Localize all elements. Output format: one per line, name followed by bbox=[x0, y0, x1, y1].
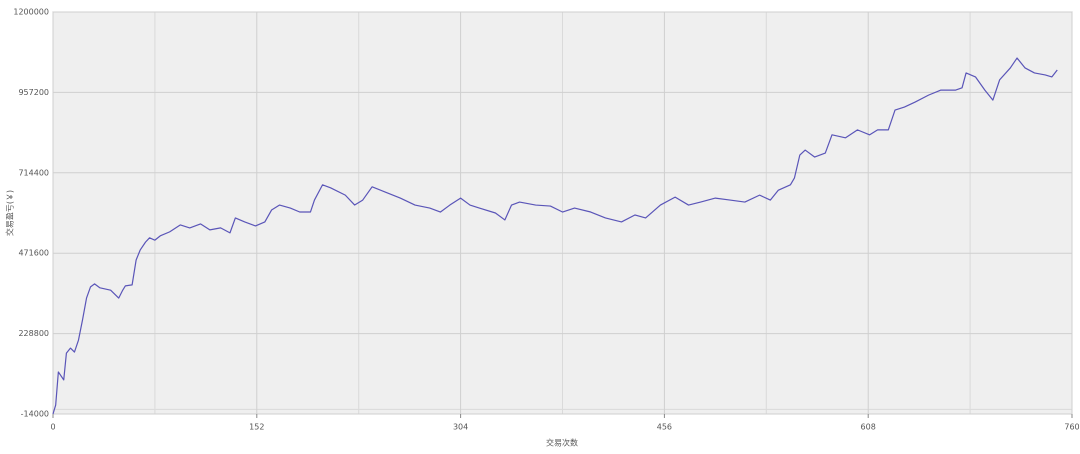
x-tick-label: 304 bbox=[453, 423, 468, 432]
x-axis-title: 交易次数 bbox=[546, 438, 578, 448]
data-line bbox=[52, 57, 1058, 415]
y-tick-label: 228800 bbox=[18, 329, 49, 338]
x-tick-label: 0 bbox=[50, 423, 55, 432]
x-tick-label: 760 bbox=[1064, 423, 1079, 432]
y-tick-label: 957200 bbox=[18, 88, 49, 97]
y-axis-title: 交易盈亏(￥) bbox=[5, 190, 15, 236]
y-tick-label: 714400 bbox=[18, 168, 49, 177]
y-tick-label: 471600 bbox=[18, 249, 49, 258]
x-tick-label: 456 bbox=[657, 423, 672, 432]
x-tick-label: 608 bbox=[861, 423, 876, 432]
y-tick-label: 1200000 bbox=[13, 8, 49, 17]
y-tick-label: -14000 bbox=[21, 410, 49, 419]
x-tick-label: 152 bbox=[249, 423, 264, 432]
